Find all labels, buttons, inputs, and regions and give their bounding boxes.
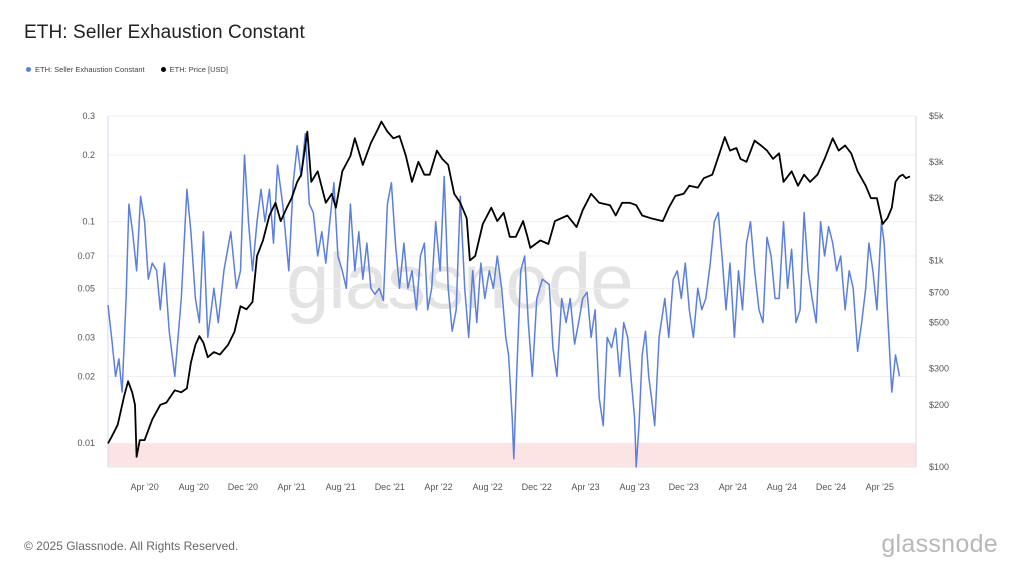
- x-tick-label: Dec '23: [669, 482, 699, 492]
- chart-legend: ETH: Seller Exhaustion Constant ETH: Pri…: [26, 65, 228, 74]
- x-tick-label: Apr '20: [131, 482, 159, 492]
- legend-price-dot-icon: [160, 67, 166, 72]
- y-right-tick-label: $3k: [929, 157, 944, 167]
- y-right-tick-label: $1k: [929, 255, 944, 265]
- y-left-tick-label: 0.2: [82, 150, 95, 160]
- x-tick-label: Apr '21: [277, 482, 305, 492]
- y-right-tick-label: $700: [929, 287, 949, 297]
- y-left-tick-label: 0.1: [82, 217, 95, 227]
- y-right-tick-label: $300: [929, 363, 949, 373]
- x-tick-label: Dec '21: [375, 482, 405, 492]
- series-eth-price-line: [107, 120, 911, 458]
- x-tick-label: Aug '22: [473, 482, 503, 492]
- x-tick-label: Apr '24: [719, 482, 747, 492]
- y-left-tick-label: 0.03: [77, 332, 95, 342]
- y-right-tick-label: $100: [929, 462, 949, 472]
- x-tick-label: Apr '23: [571, 482, 599, 492]
- copyright-footer: © 2025 Glassnode. All Rights Reserved.: [24, 539, 239, 553]
- page-title: ETH: Seller Exhaustion Constant: [24, 22, 305, 43]
- x-tick-label: Aug '21: [326, 482, 356, 492]
- y-right-tick-label: $5k: [929, 111, 944, 121]
- x-tick-label: Aug '23: [619, 482, 649, 492]
- exhaustion-zone: [108, 443, 916, 467]
- legend-price-label: ETH: Price [USD]: [169, 65, 228, 74]
- legend-item-price[interactable]: ETH: Price [USD]: [160, 65, 228, 74]
- series-seller-exhaustion-line: [107, 132, 901, 468]
- glassnode-logo: glassnode: [881, 530, 998, 558]
- y-right-tick-label: $2k: [929, 193, 944, 203]
- y-right-tick-label: $200: [929, 400, 949, 410]
- legend-item-sec[interactable]: ETH: Seller Exhaustion Constant: [26, 65, 145, 74]
- y-left-tick-label: 0.01: [77, 438, 95, 448]
- y-left-tick-label: 0.05: [77, 283, 95, 293]
- x-tick-label: Aug '20: [179, 482, 209, 492]
- legend-sec-dot-icon: [26, 67, 31, 72]
- y-left-tick-label: 0.02: [77, 371, 95, 381]
- x-tick-label: Dec '20: [228, 482, 258, 492]
- x-tick-label: Dec '22: [522, 482, 552, 492]
- x-tick-label: Dec '24: [816, 482, 846, 492]
- x-tick-label: Apr '25: [866, 482, 894, 492]
- y-right-tick-label: $500: [929, 318, 949, 328]
- y-left-tick-label: 0.07: [77, 251, 95, 261]
- y-left-tick-label: 0.3: [82, 111, 95, 121]
- x-tick-label: Aug '24: [767, 482, 797, 492]
- legend-sec-label: ETH: Seller Exhaustion Constant: [35, 65, 145, 74]
- x-tick-label: Apr '22: [424, 482, 452, 492]
